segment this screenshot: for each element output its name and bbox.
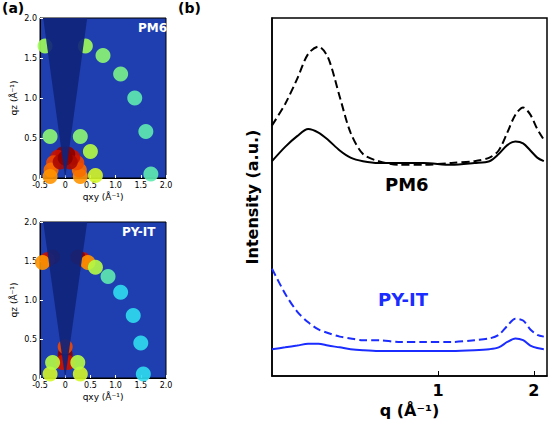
svg-text:2: 2 bbox=[528, 381, 539, 400]
svg-text:PM6: PM6 bbox=[138, 21, 167, 35]
svg-text:1.0: 1.0 bbox=[24, 296, 37, 305]
svg-text:qz (Å⁻¹): qz (Å⁻¹) bbox=[8, 283, 19, 318]
svg-text:1.0: 1.0 bbox=[24, 94, 37, 103]
svg-text:0.5: 0.5 bbox=[84, 180, 97, 190]
svg-text:0.5: 0.5 bbox=[24, 134, 37, 143]
svg-text:1.5: 1.5 bbox=[24, 257, 37, 266]
svg-text:1.5: 1.5 bbox=[134, 181, 147, 190]
svg-text:PY-IT: PY-IT bbox=[378, 289, 429, 310]
svg-text:0: 0 bbox=[63, 381, 68, 390]
svg-text:q (Å⁻¹): q (Å⁻¹) bbox=[380, 401, 439, 420]
svg-text:Intensity (a.u.): Intensity (a.u.) bbox=[243, 130, 262, 265]
svg-text:2.0: 2.0 bbox=[160, 381, 173, 390]
svg-text:qxy (Å⁻¹): qxy (Å⁻¹) bbox=[83, 191, 124, 202]
svg-text:0: 0 bbox=[31, 373, 37, 383]
svg-text:1.5: 1.5 bbox=[134, 381, 147, 390]
svg-text:PM6: PM6 bbox=[385, 174, 429, 195]
svg-text:-0.5: -0.5 bbox=[32, 180, 48, 190]
svg-text:1.0: 1.0 bbox=[109, 181, 122, 190]
svg-text:0.5: 0.5 bbox=[84, 381, 97, 390]
svg-text:qxy (Å⁻¹): qxy (Å⁻¹) bbox=[83, 391, 124, 402]
svg-text:1.5: 1.5 bbox=[24, 54, 37, 63]
svg-text:0: 0 bbox=[63, 181, 68, 190]
svg-text:2.0: 2.0 bbox=[160, 181, 173, 190]
svg-text:1: 1 bbox=[433, 381, 444, 400]
svg-text:(b): (b) bbox=[178, 0, 201, 16]
svg-text:(a): (a) bbox=[2, 0, 24, 16]
svg-text:-0.5: -0.5 bbox=[32, 381, 48, 390]
svg-text:1.0: 1.0 bbox=[109, 381, 122, 390]
svg-text:0: 0 bbox=[31, 173, 37, 183]
svg-text:2.0: 2.0 bbox=[24, 14, 37, 23]
svg-text:2.0: 2.0 bbox=[24, 218, 37, 227]
svg-text:0.5: 0.5 bbox=[24, 335, 37, 344]
svg-text:PY-IT: PY-IT bbox=[122, 225, 156, 239]
svg-text:qz (Å⁻¹): qz (Å⁻¹) bbox=[8, 81, 19, 116]
